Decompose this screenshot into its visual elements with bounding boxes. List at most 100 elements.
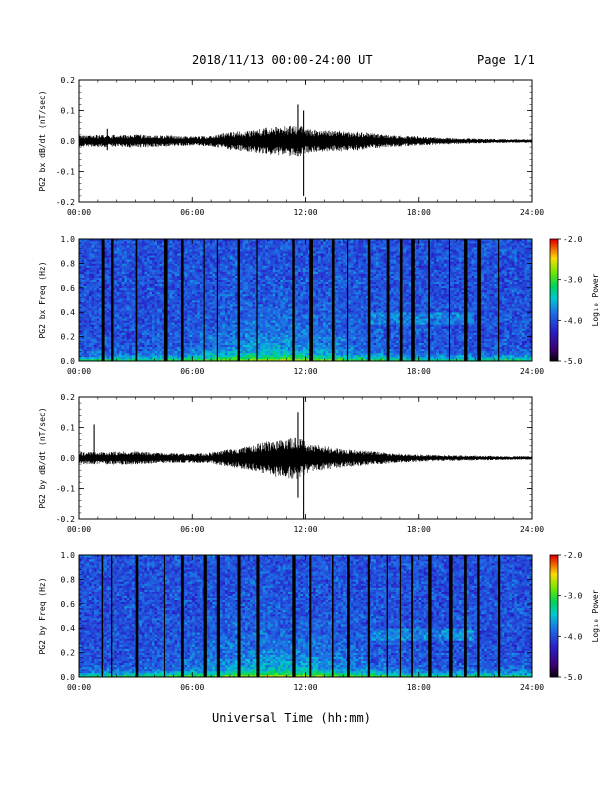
- heat-cell: [207, 273, 211, 276]
- heat-cell: [267, 297, 271, 301]
- heat-cell: [197, 275, 201, 278]
- heat-cell: [224, 253, 228, 256]
- heat-cell: [224, 348, 228, 352]
- heat-cell: [242, 312, 246, 315]
- heat-cell: [104, 342, 107, 346]
- heat-cell: [119, 245, 123, 248]
- heat-cell: [79, 251, 82, 254]
- x-tick-label: 00:00: [67, 208, 91, 217]
- heat-cell: [227, 356, 231, 360]
- heat-cell: [270, 330, 274, 333]
- heat-cell: [280, 342, 284, 346]
- heat-cell: [174, 265, 178, 268]
- heat-cell: [91, 285, 95, 289]
- heat-cell: [81, 322, 85, 325]
- heat-cell: [252, 330, 256, 333]
- heat-cell: [204, 324, 208, 327]
- heat-cell: [214, 308, 218, 311]
- heat-cell: [89, 283, 92, 287]
- heat-cell: [194, 281, 198, 285]
- heat-cell: [146, 275, 150, 278]
- heat-cell: [84, 334, 87, 337]
- heat-cell: [109, 253, 113, 256]
- heat-cell: [174, 348, 178, 352]
- heat-cell: [121, 324, 125, 327]
- heat-cell: [217, 257, 221, 260]
- heat-cell: [245, 251, 248, 254]
- heat-cell: [242, 297, 246, 301]
- heat-cell: [99, 314, 102, 317]
- heat-cell: [146, 346, 150, 350]
- heat-cell: [232, 324, 236, 327]
- heat-cell: [124, 330, 128, 333]
- heat-cell: [267, 344, 271, 348]
- heat-cell: [267, 322, 271, 325]
- heat-cell: [277, 243, 281, 246]
- heat-cell: [219, 350, 223, 354]
- heat-cell: [146, 245, 150, 248]
- heat-cell: [204, 275, 208, 278]
- heat-cell: [267, 324, 271, 327]
- heat-cell: [136, 265, 140, 268]
- heat-cell: [89, 245, 92, 248]
- heat-cell: [126, 275, 130, 278]
- heat-cell: [126, 265, 130, 268]
- heat-cell: [129, 257, 133, 260]
- heat-cell: [172, 283, 175, 287]
- heat-cell: [157, 287, 160, 291]
- heat-cell: [131, 324, 135, 327]
- heat-cell: [199, 312, 203, 315]
- heat-cell: [270, 281, 274, 285]
- heat-cell: [157, 346, 160, 350]
- heat-cell: [182, 354, 185, 358]
- heat-cell: [272, 245, 276, 248]
- heat-cell: [207, 259, 211, 262]
- heat-cell: [172, 245, 175, 248]
- heat-cell: [172, 275, 175, 278]
- heat-cell: [187, 312, 191, 315]
- heat-cell: [129, 326, 133, 329]
- heat-cell: [119, 241, 123, 244]
- heat-cell: [104, 241, 107, 244]
- heat-cell: [277, 281, 281, 285]
- heat-cell: [204, 281, 208, 285]
- heat-cell: [121, 332, 125, 335]
- heat-cell: [260, 356, 264, 360]
- heat-cell: [116, 275, 120, 278]
- heat-cell: [151, 287, 155, 291]
- heat-cell: [169, 338, 173, 341]
- heat-cell: [109, 245, 113, 248]
- heat-cell: [86, 304, 90, 307]
- heat-cell: [159, 318, 163, 321]
- heat-cell: [280, 358, 284, 362]
- heat-cell: [245, 338, 248, 341]
- heat-cell: [79, 293, 82, 297]
- heat-cell: [96, 295, 100, 299]
- heat-cell: [81, 241, 85, 244]
- heat-cell: [91, 308, 95, 311]
- heat-cell: [260, 251, 264, 254]
- heat-cell: [182, 239, 185, 242]
- heat-cell: [197, 261, 201, 264]
- heat-cell: [267, 316, 271, 319]
- heat-cell: [114, 346, 118, 350]
- heat-cell: [151, 314, 155, 317]
- heat-cell: [270, 257, 274, 260]
- heat-cell: [159, 346, 163, 350]
- heat-cell: [116, 332, 120, 335]
- heat-cell: [99, 302, 102, 305]
- heat-cell: [272, 332, 276, 335]
- heat-cell: [157, 356, 160, 360]
- heat-cell: [144, 332, 148, 335]
- heat-cell: [184, 261, 188, 264]
- heat-cell: [270, 243, 274, 246]
- heat-cell: [227, 273, 231, 276]
- heat-cell: [214, 342, 218, 346]
- heat-cell: [169, 245, 173, 248]
- heat-cell: [131, 308, 135, 311]
- heat-cell: [212, 289, 216, 293]
- heat-cell: [169, 271, 173, 274]
- heat-cell: [240, 338, 243, 341]
- heat-cell: [219, 243, 223, 246]
- heat-cell: [227, 340, 231, 343]
